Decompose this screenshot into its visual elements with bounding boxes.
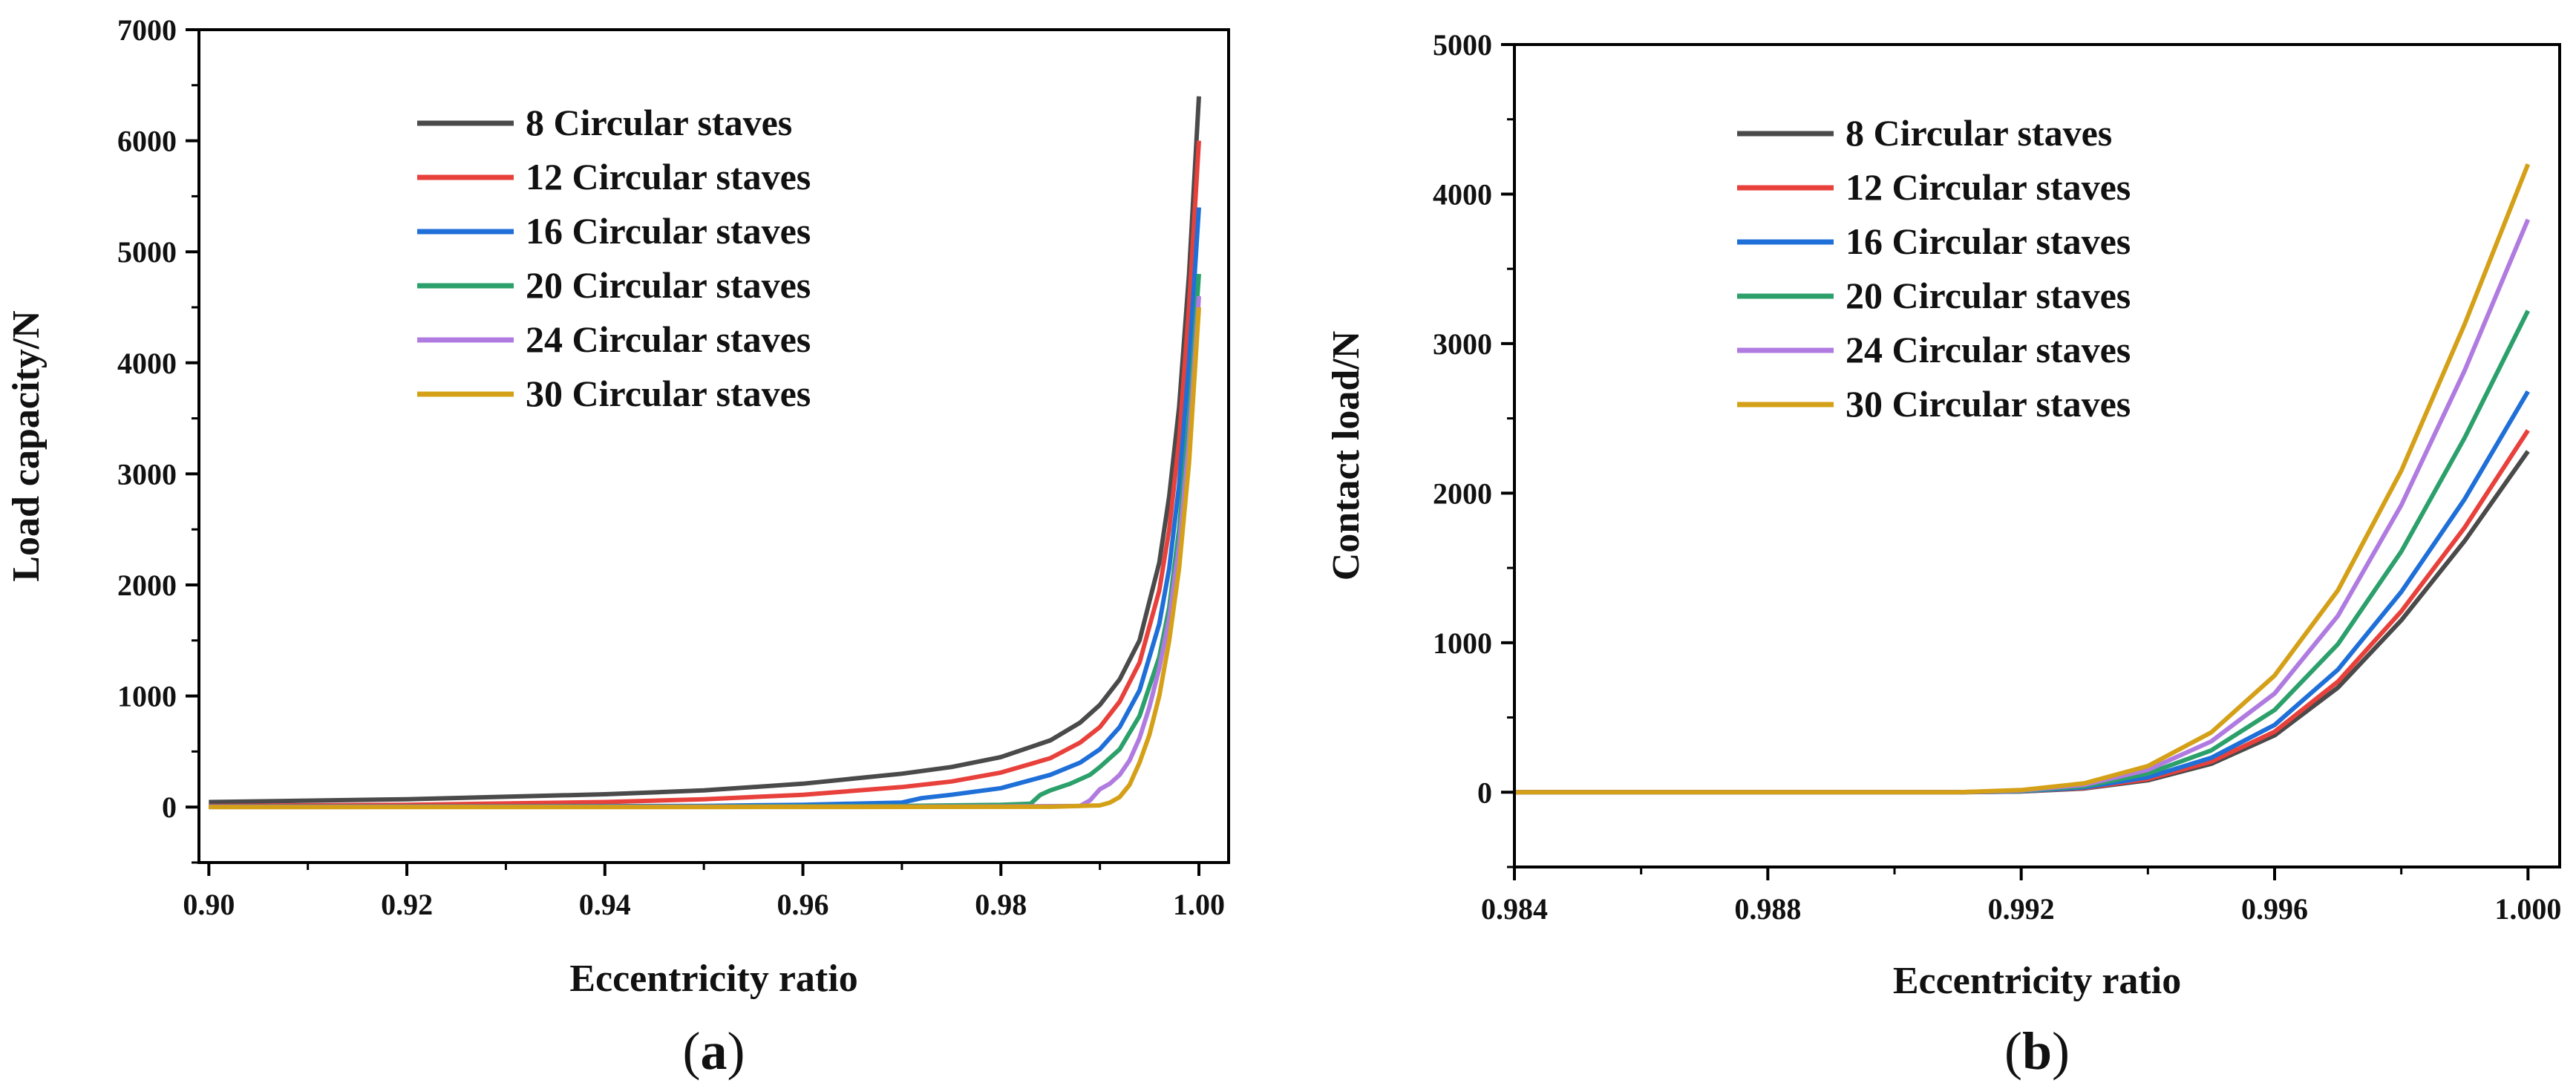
y-tick-label: 1000 xyxy=(1433,626,1492,660)
y-tick-label: 5000 xyxy=(117,235,177,269)
x-tick-label: 0.92 xyxy=(381,888,433,921)
panel-label: (a) xyxy=(683,1021,745,1081)
legend-label: 30 Circular staves xyxy=(1846,383,2131,425)
legend-label: 8 Circular staves xyxy=(526,102,792,143)
x-tick-label: 0.984 xyxy=(1481,892,1548,926)
legend-label: 24 Circular staves xyxy=(526,318,811,360)
panel-label-letter: b xyxy=(2022,1021,2052,1081)
y-tick-label: 0 xyxy=(1477,776,1492,809)
x-axis-title: Eccentricity ratio xyxy=(569,958,857,1000)
legend-label: 16 Circular staves xyxy=(526,210,811,252)
y-tick-label: 2000 xyxy=(1433,477,1492,510)
legend-label: 30 Circular staves xyxy=(526,373,811,414)
panel-label-close: ) xyxy=(728,1021,745,1081)
x-axis-title: Eccentricity ratio xyxy=(1893,960,2181,1002)
panel-label-letter: a xyxy=(701,1021,728,1081)
series-line-12-staves xyxy=(1516,429,2530,795)
x-tick-label: 0.996 xyxy=(2241,892,2308,926)
x-tick-label: 0.98 xyxy=(975,888,1027,921)
y-tick-label: 3000 xyxy=(117,457,177,491)
legend-label: 16 Circular staves xyxy=(1846,220,2131,262)
chart-panel-b: 0.984 0.988 0.992 0.996 1.000 0 1000 2000 3000 40… xyxy=(1325,28,2561,1081)
y-tick-label: 5000 xyxy=(1433,28,1492,62)
x-tick-label: 0.96 xyxy=(777,888,829,921)
series-line-30-staves xyxy=(209,307,1201,810)
y-tick-label: 4000 xyxy=(1433,177,1492,211)
y-tick-label: 4000 xyxy=(117,347,177,380)
legend-label: 24 Circular staves xyxy=(1846,329,2131,370)
y-axis-title: Load capacity/N xyxy=(5,310,48,581)
y-axis-title: Contact load/N xyxy=(1325,331,1367,581)
x-tick-label: 0.988 xyxy=(1734,892,1801,926)
panel-label-close: ) xyxy=(2052,1021,2070,1081)
series-line-30-staves xyxy=(1516,163,2531,795)
y-tick-label: 0 xyxy=(162,791,177,824)
y-tick-label: 1000 xyxy=(117,680,177,713)
plot-frame xyxy=(197,28,1230,864)
panel-label: (b) xyxy=(2004,1021,2070,1081)
x-tick-label: 1.00 xyxy=(1173,888,1225,921)
panel-label-open: ( xyxy=(683,1021,701,1081)
legend-label: 12 Circular staves xyxy=(526,156,811,197)
y-tick-label: 6000 xyxy=(117,125,177,158)
legend-label: 20 Circular staves xyxy=(1846,275,2131,316)
legend-label: 12 Circular staves xyxy=(1846,166,2131,208)
panel-label-open: ( xyxy=(2004,1021,2022,1081)
x-tick-label: 0.992 xyxy=(1988,892,2055,926)
chart-panel-a: 0.90 0.92 0.94 0.96 0.98 1.00 0 1000 2000 3000 400… xyxy=(5,13,1230,1081)
x-tick-label: 0.90 xyxy=(183,888,235,921)
x-tick-label: 1.000 xyxy=(2494,892,2561,926)
legend-label: 20 Circular staves xyxy=(526,264,811,306)
y-tick-label: 3000 xyxy=(1433,327,1492,361)
x-tick-label: 0.94 xyxy=(579,888,631,921)
plot-frame xyxy=(1513,43,2561,868)
legend-label: 8 Circular staves xyxy=(1846,112,2112,154)
series-line-8-staves xyxy=(209,96,1201,805)
y-tick-label: 2000 xyxy=(117,569,177,602)
series-line-12-staves xyxy=(209,140,1201,808)
y-tick-label: 7000 xyxy=(117,13,177,47)
